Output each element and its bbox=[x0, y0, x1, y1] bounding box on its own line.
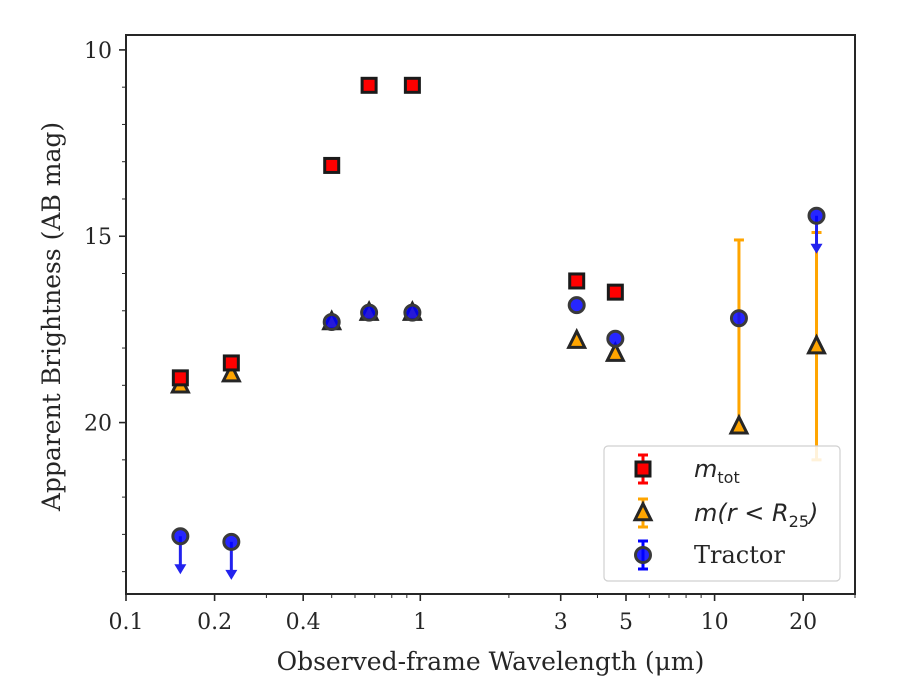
tractor-marker bbox=[567, 296, 586, 315]
legend-math-end: ) bbox=[807, 499, 818, 527]
series-tractor bbox=[171, 206, 826, 580]
x-tick-label: 0.2 bbox=[197, 610, 232, 635]
legend-tractor-marker bbox=[634, 546, 652, 564]
mr25-marker bbox=[566, 327, 588, 349]
y-tick-label: 20 bbox=[84, 412, 112, 437]
y-axis-label: Apparent Brightness (AB mag) bbox=[37, 122, 66, 512]
tractor-marker bbox=[222, 532, 241, 551]
data-marks bbox=[169, 76, 827, 580]
x-tick-label: 1 bbox=[413, 610, 427, 635]
legend-label-mtot: mtot bbox=[694, 455, 740, 487]
x-tick-label: 20 bbox=[789, 610, 817, 635]
mtot-marker bbox=[171, 369, 189, 387]
upper-limit-arrowhead bbox=[810, 243, 823, 254]
y-tick-label: 10 bbox=[84, 39, 112, 64]
plot-frame bbox=[125, 34, 856, 595]
mr25-marker bbox=[728, 413, 750, 435]
legend: mtot m(r < R25) Tractor bbox=[603, 445, 841, 582]
legend-mr25-marker bbox=[632, 500, 654, 522]
legend-entry-tractor: Tractor bbox=[634, 539, 785, 571]
mr25-marker bbox=[806, 333, 827, 355]
legend-subscript: tot bbox=[717, 468, 739, 487]
legend-label-mr25: m(r < R25) bbox=[694, 499, 818, 531]
x-axis: 0.1 0.2 0.4 1 3 5 10 20 bbox=[109, 594, 856, 635]
tractor-marker bbox=[729, 309, 748, 328]
upper-limit-arrowhead bbox=[174, 564, 187, 575]
legend-mtot-marker bbox=[634, 460, 652, 478]
x-tick-label: 0.1 bbox=[109, 610, 144, 635]
mtot-marker bbox=[606, 283, 624, 301]
tractor-marker bbox=[807, 206, 826, 225]
series-mtot bbox=[171, 76, 624, 387]
mr25-marker bbox=[220, 361, 242, 383]
mtot-marker bbox=[360, 76, 378, 94]
mtot-marker bbox=[403, 76, 421, 94]
legend-math: m(r < R bbox=[694, 499, 789, 527]
tractor-marker bbox=[171, 527, 190, 546]
x-tick-label: 3 bbox=[554, 610, 568, 635]
mtot-marker bbox=[323, 156, 341, 174]
tractor-marker bbox=[606, 329, 625, 348]
mtot-marker bbox=[568, 272, 586, 290]
legend-entry-mtot: mtot bbox=[634, 453, 740, 487]
legend-entry-mr25: m(r < R25) bbox=[632, 497, 818, 531]
y-axis: 10 15 20 bbox=[84, 39, 126, 573]
tractor-marker bbox=[403, 303, 422, 322]
y-tick-label: 15 bbox=[84, 225, 112, 250]
tractor-marker bbox=[322, 312, 341, 331]
mtot-marker bbox=[222, 354, 240, 372]
upper-limit-arrowhead bbox=[225, 569, 238, 580]
mr25-marker bbox=[604, 340, 626, 362]
x-tick-label: 0.4 bbox=[286, 610, 321, 635]
legend-label-tractor: Tractor bbox=[694, 541, 785, 569]
x-tick-label: 5 bbox=[619, 610, 633, 635]
x-axis-label: Observed-frame Wavelength (μm) bbox=[277, 647, 705, 676]
legend-box bbox=[603, 445, 841, 582]
series-mr25 bbox=[169, 231, 827, 462]
legend-subscript: 25 bbox=[789, 512, 809, 531]
tractor-marker bbox=[360, 303, 379, 322]
x-tick-label: 10 bbox=[701, 610, 729, 635]
legend-math: m bbox=[694, 455, 717, 483]
